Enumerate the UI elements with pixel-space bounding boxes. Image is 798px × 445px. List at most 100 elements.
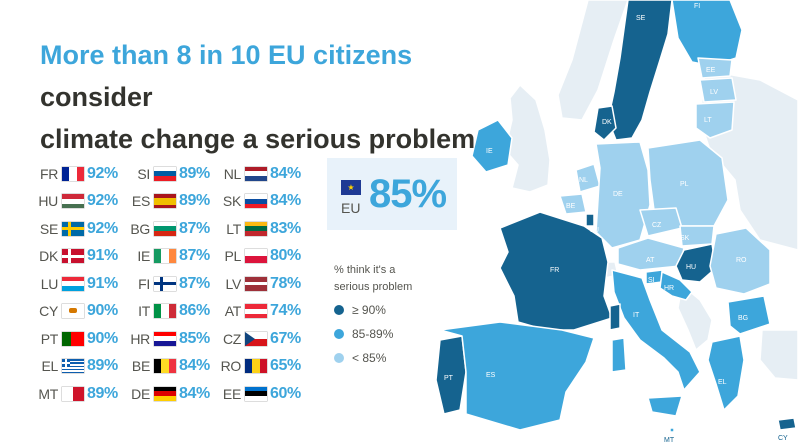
map-country-es <box>439 321 595 431</box>
country-percent: 91% <box>87 247 118 265</box>
country-percent: 74% <box>270 302 301 320</box>
flag-icon <box>245 386 267 401</box>
legend-label: 85-89% <box>352 327 394 341</box>
country-row-de: DE 84% <box>126 380 210 408</box>
map-country-se <box>607 0 673 141</box>
country-code: AT <box>224 303 242 320</box>
map-label-lv: LV <box>710 89 718 96</box>
country-percent: 90% <box>87 329 118 347</box>
map-label-pt: PT <box>444 375 454 382</box>
map-label-it: IT <box>633 312 640 319</box>
map-country-cy <box>777 417 797 431</box>
country-percent: 84% <box>179 357 210 375</box>
country-row-si: SI 89% <box>126 160 210 188</box>
country-percent: 84% <box>179 384 210 402</box>
country-row-sk: SK 84% <box>217 188 301 216</box>
map-label-es: ES <box>486 372 496 379</box>
country-percent: 89% <box>87 357 118 375</box>
country-row-be: BE 84% <box>126 353 210 381</box>
flag-icon <box>154 166 176 181</box>
flag-icon <box>154 276 176 291</box>
country-row-se: SE 92% <box>34 215 118 243</box>
country-code: EL <box>41 358 58 375</box>
country-row-cy: CY 90% <box>34 298 118 326</box>
map-label-cz: CZ <box>652 222 662 229</box>
map-turkey <box>759 329 798 381</box>
map-country-hu <box>675 243 717 283</box>
country-percent: 87% <box>179 274 210 292</box>
map-country-dk <box>593 105 617 141</box>
legend-item-high: ≥ 90% <box>334 298 430 322</box>
map-label-fi: FI <box>694 3 700 10</box>
country-row-hu: HU 92% <box>34 188 118 216</box>
country-row-hr: HR 85% <box>126 325 210 353</box>
flag-icon <box>154 249 176 264</box>
country-column-2: SI 89% ES 89% BG 87% IE 87% FI 87% IT 86% HR 85% BE 84%… <box>126 160 210 408</box>
map-label-sk: SK <box>680 235 690 242</box>
country-percent: 80% <box>270 247 301 265</box>
country-row-bg: BG 87% <box>126 215 210 243</box>
flag-icon <box>154 359 176 374</box>
country-percent: 65% <box>270 357 301 375</box>
country-code: FI <box>138 275 150 292</box>
flag-icon <box>245 194 267 209</box>
title-line1-rest: consider <box>40 82 153 112</box>
country-code: RO <box>220 358 242 375</box>
country-row-pt: PT 90% <box>34 325 119 353</box>
map-label-nl: NL <box>579 177 588 184</box>
flag-icon <box>62 386 84 401</box>
map-country-lv <box>699 77 737 103</box>
country-code: HU <box>38 193 58 210</box>
country-percent: 92% <box>87 192 118 210</box>
country-code: ES <box>131 193 150 210</box>
flag-icon <box>62 304 84 319</box>
flag-icon <box>154 304 176 319</box>
map-label-de: DE <box>613 191 623 198</box>
map-label-cy: CY <box>778 435 788 442</box>
map-label-lt: LT <box>704 117 712 124</box>
country-code: EE <box>222 385 241 402</box>
map-label-ee: EE <box>706 67 716 74</box>
flag-icon <box>245 331 267 346</box>
country-code: DK <box>39 248 58 265</box>
country-code: BE <box>131 358 150 375</box>
country-percent: 92% <box>87 164 118 182</box>
flag-icon <box>154 221 176 236</box>
country-percent: 60% <box>270 384 301 402</box>
country-percent: 87% <box>179 247 210 265</box>
flag-icon <box>62 331 84 346</box>
map-label-lu: LU <box>590 227 599 234</box>
country-row-pl: PL 80% <box>217 243 301 271</box>
country-code: SE <box>39 220 58 237</box>
legend-label: < 85% <box>352 351 387 365</box>
map-country-ee <box>697 57 733 79</box>
map-country-hr <box>659 271 693 301</box>
country-code: FR <box>39 165 58 182</box>
map-label-hu: HU <box>686 264 696 271</box>
country-code: NL <box>223 165 242 182</box>
map-country-de <box>595 141 651 249</box>
map-label-ro: RO <box>736 257 747 264</box>
country-code: IE <box>137 248 150 265</box>
title-line2: climate change a serious problem <box>40 124 476 154</box>
legend-label: ≥ 90% <box>352 303 386 317</box>
map-norway <box>557 0 629 121</box>
country-row-lt: LT 83% <box>217 215 301 243</box>
map-label-el: EL <box>718 379 727 386</box>
map-country-el <box>707 335 745 411</box>
flag-icon <box>245 221 267 236</box>
country-percent: 90% <box>87 302 118 320</box>
map-balkans <box>677 284 713 351</box>
page-title: More than 8 in 10 EU citizens consider c… <box>40 34 510 160</box>
country-row-mt: MT 89% <box>34 380 118 408</box>
country-row-at: AT 74% <box>217 298 301 326</box>
country-percent: 89% <box>179 192 210 210</box>
map-label-fr: FR <box>550 267 559 274</box>
country-percent: 78% <box>270 274 301 292</box>
country-code: PT <box>40 330 59 347</box>
country-percent: 91% <box>87 274 118 292</box>
flag-icon <box>154 331 176 346</box>
map-label-at: AT <box>646 257 655 264</box>
legend-item-mid: 85-89% <box>334 322 430 346</box>
